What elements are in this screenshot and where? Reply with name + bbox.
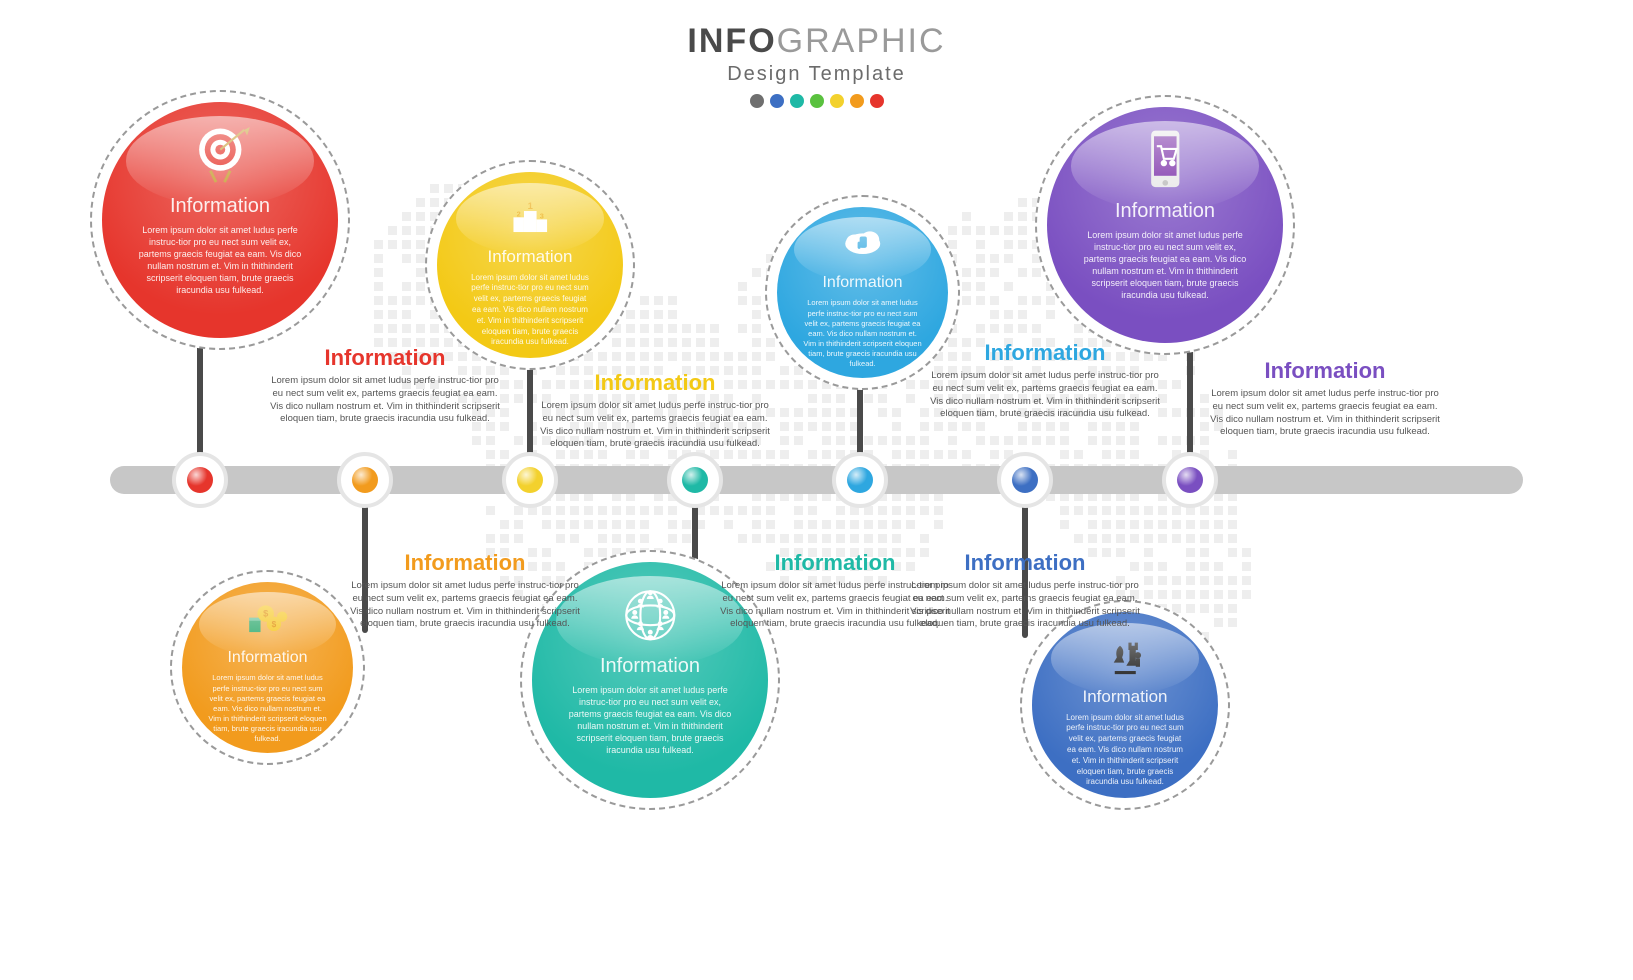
timeline-marker	[667, 452, 723, 508]
bubble-title: Information	[170, 195, 270, 218]
bubble-title: Information	[487, 247, 572, 267]
bubble-title: Information	[1082, 687, 1167, 707]
header-dot	[870, 94, 884, 108]
bubble-fill: Information Lorem ipsum dolor sit amet lu…	[1032, 612, 1218, 798]
timeline-marker	[502, 452, 558, 508]
side-text-block: Information Lorem ipsum dolor sit amet lu…	[1210, 358, 1440, 439]
bubble-fill: 12 3 Information Lorem ipsum dolor sit amet…	[437, 172, 623, 358]
header-dot	[850, 94, 864, 108]
bubble-body: Lorem ipsum dolor sit amet ludus perfe i…	[128, 224, 312, 297]
timeline-marker	[337, 452, 393, 508]
svg-text:3: 3	[540, 211, 544, 220]
podium-icon: 12 3	[504, 190, 557, 243]
side-heading: Information	[1210, 358, 1440, 384]
side-text-block: Information Lorem ipsum dolor sit amet lu…	[350, 550, 580, 631]
side-heading: Information	[350, 550, 580, 576]
bubble-fill: Information Lorem ipsum dolor sit amet lu…	[777, 207, 948, 378]
bubble-body: Lorem ipsum dolor sit amet ludus perfe i…	[795, 298, 930, 369]
side-body: Lorem ipsum dolor sit amet ludus perfe i…	[910, 580, 1140, 631]
side-text-block: Information Lorem ipsum dolor sit amet lu…	[540, 370, 770, 451]
bubble-fill: Information Lorem ipsum dolor sit amet lu…	[1047, 107, 1283, 343]
side-heading: Information	[910, 550, 1140, 576]
bubble-title: Information	[822, 274, 902, 292]
bubble-title: Information	[600, 655, 700, 678]
bubble-title: Information	[1115, 200, 1215, 223]
bubble-body: Lorem ipsum dolor sit amet ludus perfe i…	[1073, 229, 1257, 302]
timeline-marker	[997, 452, 1053, 508]
bubble-title: Information	[227, 649, 307, 667]
side-body: Lorem ipsum dolor sit amet ludus perfe i…	[350, 580, 580, 631]
side-body: Lorem ipsum dolor sit amet ludus perfe i…	[1210, 388, 1440, 439]
side-text-block: Information Lorem ipsum dolor sit amet lu…	[910, 550, 1140, 631]
header-title-thin: GRAPHIC	[777, 22, 946, 60]
target-icon	[185, 120, 256, 191]
header-dot	[790, 94, 804, 108]
side-body: Lorem ipsum dolor sit amet ludus perfe i…	[270, 375, 500, 426]
header-dot	[810, 94, 824, 108]
bubble-body: Lorem ipsum dolor sit amet ludus perfe i…	[1058, 713, 1192, 789]
timeline-marker	[832, 452, 888, 508]
chess-icon	[1099, 630, 1152, 683]
timeline-bar	[110, 466, 1523, 494]
bubble-navy: Information Lorem ipsum dolor sit amet lu…	[1020, 600, 1230, 810]
side-heading: Information	[930, 340, 1160, 366]
header-dot	[830, 94, 844, 108]
bubble-fill: Information Lorem ipsum dolor sit amet lu…	[102, 102, 338, 338]
coins-icon: $$	[242, 594, 293, 645]
bubble-body: Lorem ipsum dolor sit amet ludus perfe i…	[200, 673, 335, 744]
side-heading: Information	[270, 345, 500, 371]
bubble-red: Information Lorem ipsum dolor sit amet lu…	[90, 90, 350, 350]
header-dot	[750, 94, 764, 108]
cloud-like-icon	[837, 219, 888, 270]
header-dot	[770, 94, 784, 108]
svg-text:1: 1	[527, 201, 532, 212]
header-title: INFOGRAPHIC	[0, 22, 1633, 61]
globe-people-icon	[615, 580, 686, 651]
bubble-yellow: 12 3 Information Lorem ipsum dolor sit amet…	[425, 160, 635, 370]
side-heading: Information	[540, 370, 770, 396]
bubble-body: Lorem ipsum dolor sit amet ludus perfe i…	[558, 684, 742, 757]
svg-text:2: 2	[516, 209, 520, 218]
bubble-orange: $$ Information Lorem ipsum dolor sit amet …	[170, 570, 365, 765]
header-subtitle: Design Template	[0, 63, 1633, 86]
side-body: Lorem ipsum dolor sit amet ludus perfe i…	[930, 370, 1160, 421]
bubble-body: Lorem ipsum dolor sit amet ludus perfe i…	[463, 273, 597, 349]
side-text-block: Information Lorem ipsum dolor sit amet lu…	[930, 340, 1160, 421]
timeline-marker	[172, 452, 228, 508]
bubble-fill: $$ Information Lorem ipsum dolor sit amet …	[182, 582, 353, 753]
phone-cart-icon	[1130, 125, 1201, 196]
header-title-bold: INFO	[687, 22, 776, 60]
side-body: Lorem ipsum dolor sit amet ludus perfe i…	[540, 400, 770, 451]
svg-text:$: $	[263, 609, 269, 619]
svg-text:$: $	[271, 620, 276, 629]
timeline-marker	[1162, 452, 1218, 508]
bubble-purple: Information Lorem ipsum dolor sit amet lu…	[1035, 95, 1295, 355]
side-text-block: Information Lorem ipsum dolor sit amet lu…	[270, 345, 500, 426]
